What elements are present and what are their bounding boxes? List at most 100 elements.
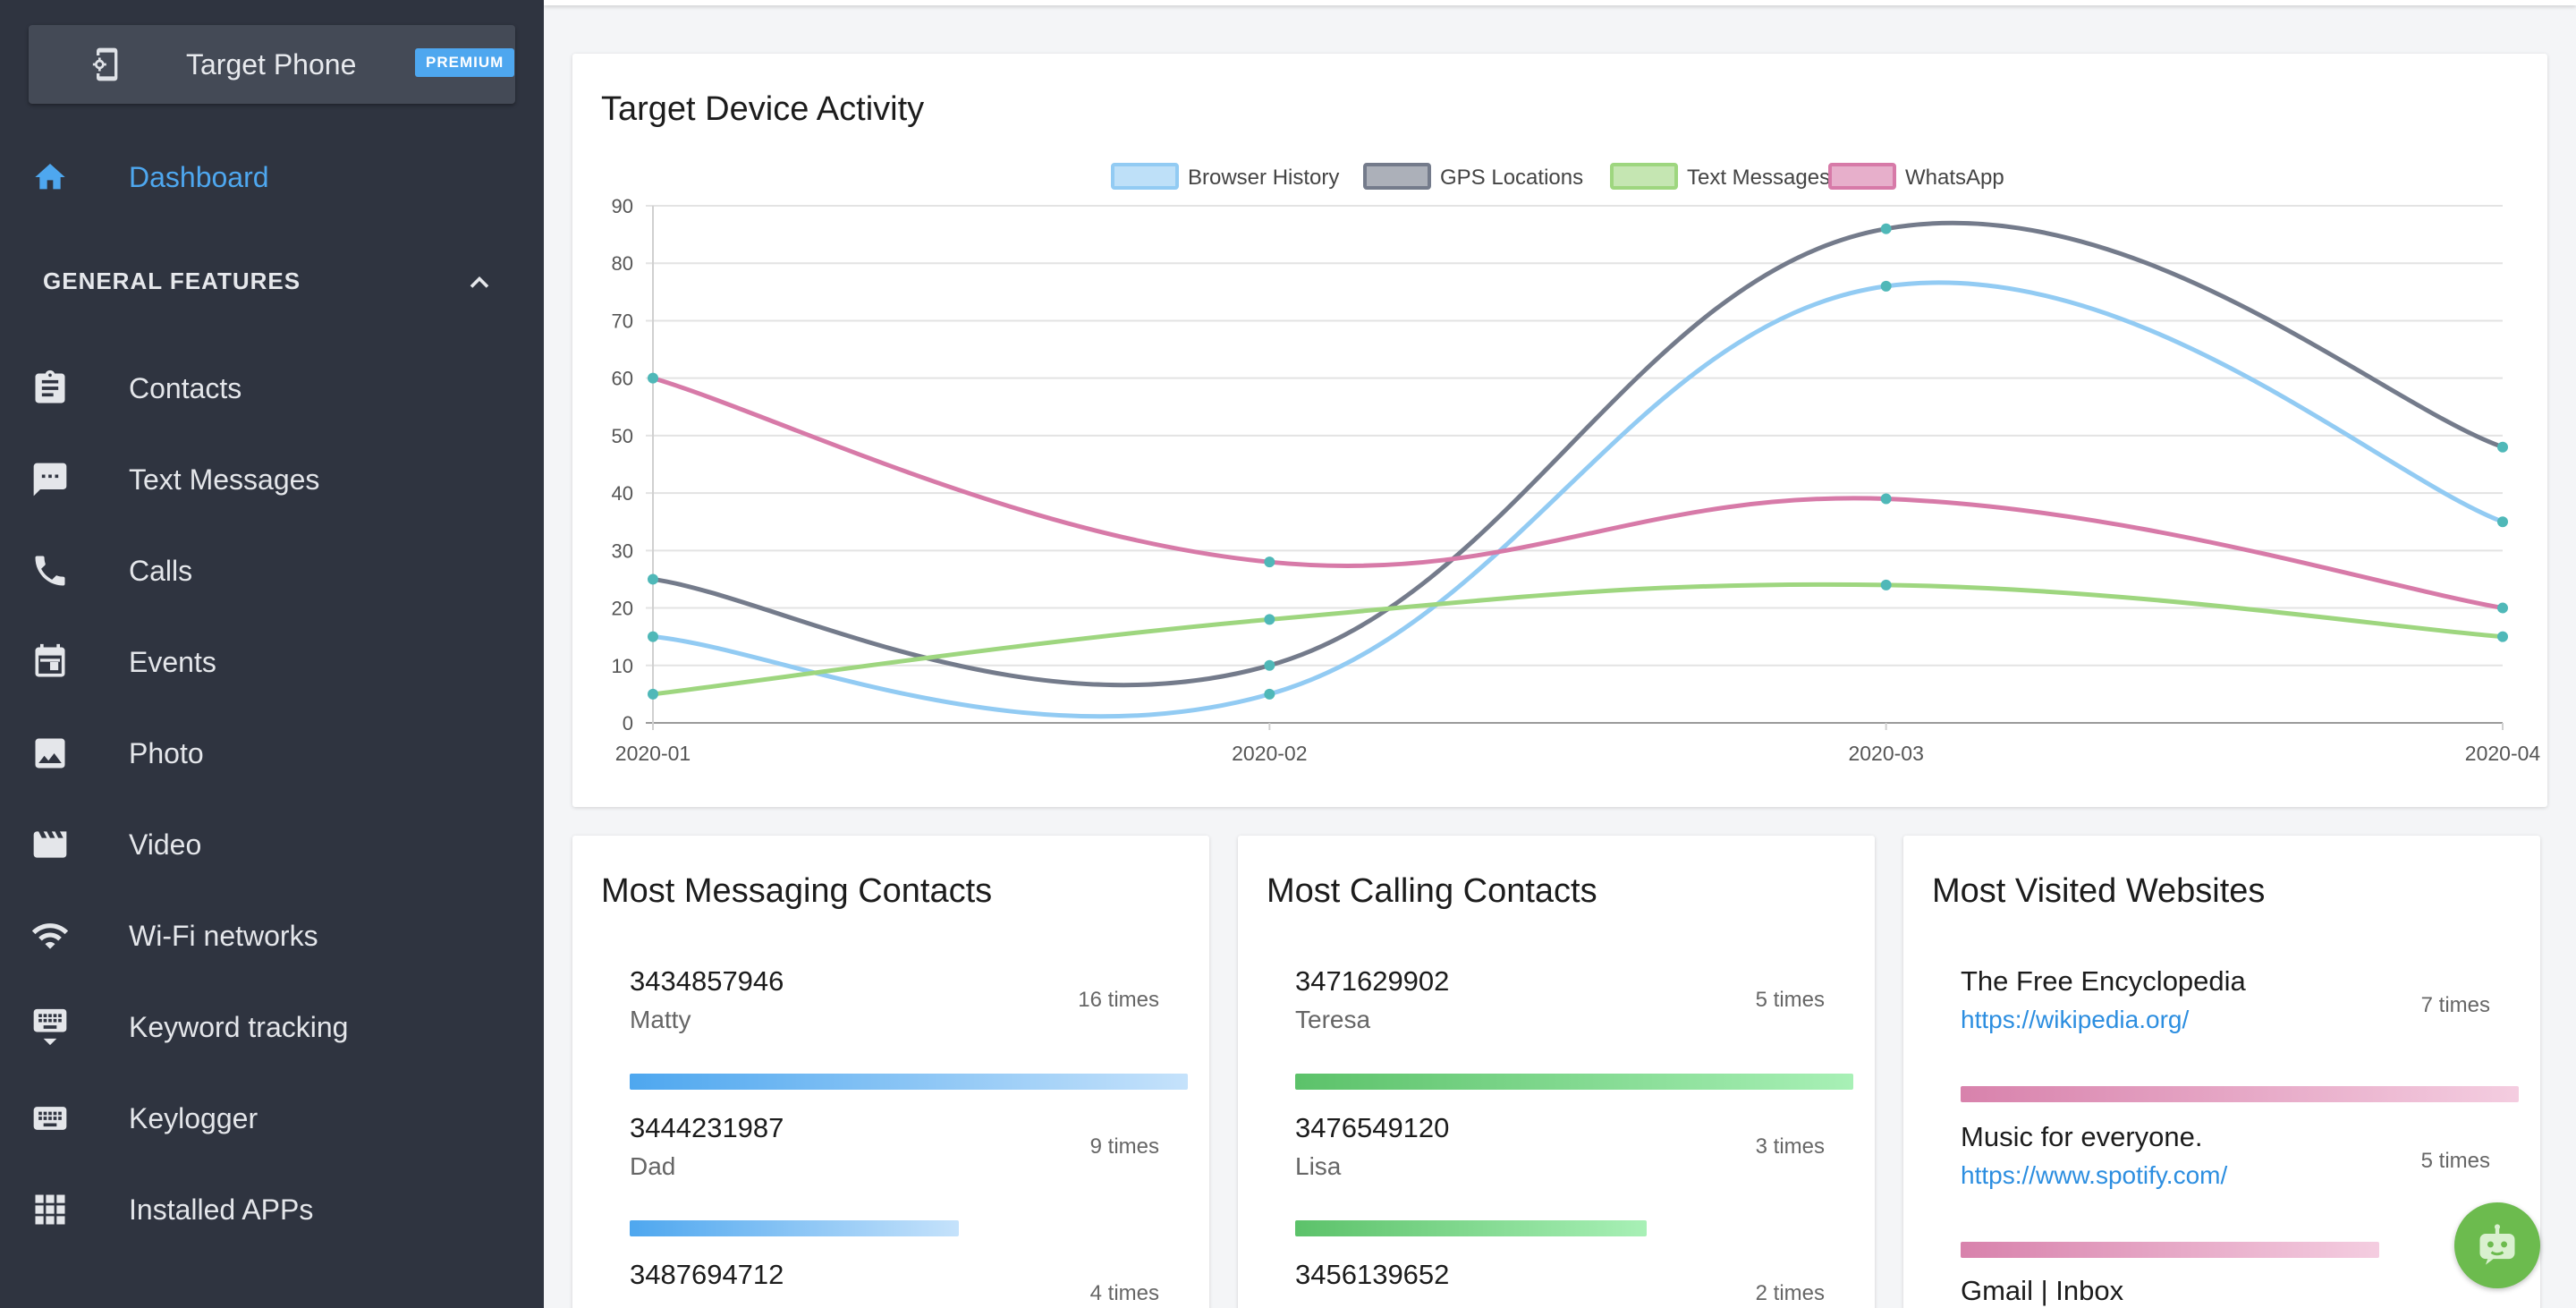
premium-badge: PREMIUM bbox=[415, 48, 515, 77]
contact-number: 3471629902 bbox=[1295, 965, 1450, 997]
x-tick-label: 2020-03 bbox=[1848, 742, 1923, 765]
frequency-bar bbox=[630, 1074, 1188, 1090]
website-title: Music for everyone. bbox=[1961, 1121, 2203, 1152]
wifi-icon bbox=[31, 923, 69, 949]
sidebar-item-label: Calls bbox=[129, 555, 193, 587]
legend-label: WhatsApp bbox=[1905, 166, 2004, 190]
data-point bbox=[648, 688, 658, 700]
sidebar-item-label: Wi-Fi networks bbox=[129, 920, 318, 952]
series-line bbox=[652, 376, 2504, 611]
contact-name: Dad bbox=[630, 1152, 676, 1180]
call-count: 3 times bbox=[1755, 1134, 1825, 1159]
y-tick-label: 40 bbox=[612, 482, 633, 505]
nav-dashboard[interactable]: Dashboard bbox=[0, 143, 544, 211]
sidebar-item-keylogger[interactable]: Keylogger bbox=[0, 1075, 544, 1167]
chevron-up-icon bbox=[470, 276, 489, 288]
robot-chat-icon bbox=[2479, 1224, 2515, 1265]
sidebar-item-label: Text Messages bbox=[129, 463, 320, 496]
legend-swatch bbox=[1828, 163, 1896, 190]
sidebar-item-label: Keyword tracking bbox=[129, 1011, 349, 1043]
x-tick-label: 2020-02 bbox=[1232, 742, 1307, 765]
contact-number: 3456139652 bbox=[1295, 1259, 1450, 1290]
sidebar-item-keyword-tracking[interactable]: Keyword tracking bbox=[0, 984, 544, 1075]
section-title: GENERAL FEATURES bbox=[43, 268, 301, 294]
message-count: 9 times bbox=[1089, 1134, 1159, 1159]
call-count: 5 times bbox=[1755, 988, 1825, 1012]
calendar-icon bbox=[35, 643, 65, 677]
data-point bbox=[1264, 614, 1275, 625]
sidebar-item-label: Contacts bbox=[129, 372, 242, 404]
visited-websites-card: Most Visited Websites The Free Encyclope… bbox=[1903, 836, 2540, 1308]
activity-line-chart: 0 10 20 30 40 50 60 70 80 90 2020-01 2020-02 2020-03… bbox=[612, 163, 2541, 765]
visit-count: 5 times bbox=[2420, 1149, 2490, 1173]
legend-swatch bbox=[1111, 163, 1179, 190]
website-title: Gmail | Inbox bbox=[1961, 1275, 2124, 1306]
call-count: 2 times bbox=[1755, 1281, 1825, 1305]
x-tick-label: 2020-01 bbox=[615, 742, 691, 765]
y-tick-label: 30 bbox=[612, 539, 633, 562]
data-point bbox=[1880, 493, 1892, 505]
contact-number: 3434857946 bbox=[630, 965, 784, 997]
card-title: Most Visited Websites bbox=[1932, 872, 2266, 910]
legend-swatch bbox=[1363, 163, 1431, 190]
keyboard-icon bbox=[33, 1107, 67, 1130]
legend-label: GPS Locations bbox=[1440, 166, 1583, 190]
y-tick-label: 50 bbox=[612, 425, 633, 447]
assistant-chat-button[interactable] bbox=[2454, 1202, 2540, 1288]
sidebar-item-label: Installed APPs bbox=[129, 1193, 314, 1226]
sidebar: Target Phone PREMIUM Dashboard GENERAL F… bbox=[0, 0, 544, 1308]
contact-number: 3476549120 bbox=[1295, 1112, 1450, 1143]
image-icon bbox=[35, 738, 65, 769]
target-device-selector[interactable]: Target Phone PREMIUM bbox=[29, 25, 515, 104]
website-link[interactable]: https://www.spotify.com/ bbox=[1961, 1161, 2228, 1189]
data-point bbox=[2497, 441, 2508, 453]
frequency-bar bbox=[1961, 1242, 2379, 1258]
data-point bbox=[1880, 280, 1892, 292]
sidebar-item-label: Events bbox=[129, 646, 216, 678]
sidebar-item-label: Keylogger bbox=[129, 1102, 258, 1134]
main-content: Target Device Activity 0 10 20 30 40 50 60 70 80… bbox=[544, 0, 2576, 1308]
contact-number: 3444231987 bbox=[630, 1112, 784, 1143]
data-point bbox=[2497, 602, 2508, 614]
contact-name: Matty bbox=[630, 1006, 691, 1033]
message-count: 16 times bbox=[1078, 988, 1159, 1012]
keyboard-down-icon bbox=[33, 1008, 67, 1046]
messaging-contacts-card: Most Messaging Contacts 3434857946 Matty… bbox=[572, 836, 1209, 1308]
nav-dashboard-label: Dashboard bbox=[129, 161, 269, 193]
frequency-bar bbox=[1295, 1220, 1647, 1236]
website-title: The Free Encyclopedia bbox=[1961, 965, 2246, 997]
contact-number: 3487694712 bbox=[630, 1259, 784, 1290]
sidebar-item-label: Video bbox=[129, 828, 202, 861]
frequency-bar bbox=[630, 1220, 959, 1236]
legend-label: Browser History bbox=[1188, 166, 1339, 190]
data-point bbox=[2497, 631, 2508, 642]
phone-settings-icon bbox=[92, 47, 118, 81]
data-point bbox=[1880, 223, 1892, 234]
sidebar-item-wifi-networks[interactable]: Wi-Fi networks bbox=[0, 893, 544, 984]
contact-name: Lisa bbox=[1295, 1152, 1342, 1180]
sidebar-item-photo[interactable]: Photo bbox=[0, 710, 544, 802]
data-point bbox=[2497, 516, 2508, 528]
device-activity-card: Target Device Activity 0 10 20 30 40 50 60 70 80… bbox=[572, 54, 2547, 807]
clipboard-icon bbox=[35, 369, 65, 403]
series-line bbox=[652, 220, 2504, 688]
section-general-features[interactable]: GENERAL FEATURES bbox=[0, 254, 544, 308]
y-tick-label: 60 bbox=[612, 368, 633, 390]
home-icon bbox=[35, 164, 65, 190]
nav-list: Contacts Text Messages Calls Events bbox=[0, 345, 544, 1258]
sidebar-item-calls[interactable]: Calls bbox=[0, 528, 544, 619]
sidebar-item-text-messages[interactable]: Text Messages bbox=[0, 437, 544, 528]
y-tick-label: 0 bbox=[623, 712, 633, 735]
sidebar-item-installed-apps[interactable]: Installed APPs bbox=[0, 1167, 544, 1258]
data-point bbox=[648, 372, 658, 384]
calling-contacts-card: Most Calling Contacts 3471629902 Teresa … bbox=[1238, 836, 1875, 1308]
data-point bbox=[1880, 579, 1892, 590]
sidebar-item-contacts[interactable]: Contacts bbox=[0, 345, 544, 437]
sidebar-item-events[interactable]: Events bbox=[0, 619, 544, 710]
sidebar-item-video[interactable]: Video bbox=[0, 802, 544, 893]
clapperboard-icon bbox=[33, 831, 67, 858]
message-count: 4 times bbox=[1089, 1281, 1159, 1305]
website-link[interactable]: https://wikipedia.org/ bbox=[1961, 1006, 2190, 1033]
x-tick-label: 2020-04 bbox=[2465, 742, 2541, 765]
visit-count: 7 times bbox=[2420, 993, 2490, 1017]
